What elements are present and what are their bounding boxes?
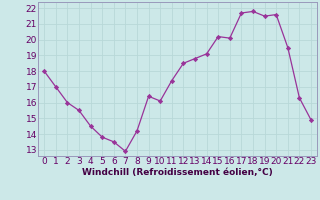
X-axis label: Windchill (Refroidissement éolien,°C): Windchill (Refroidissement éolien,°C) (82, 168, 273, 177)
